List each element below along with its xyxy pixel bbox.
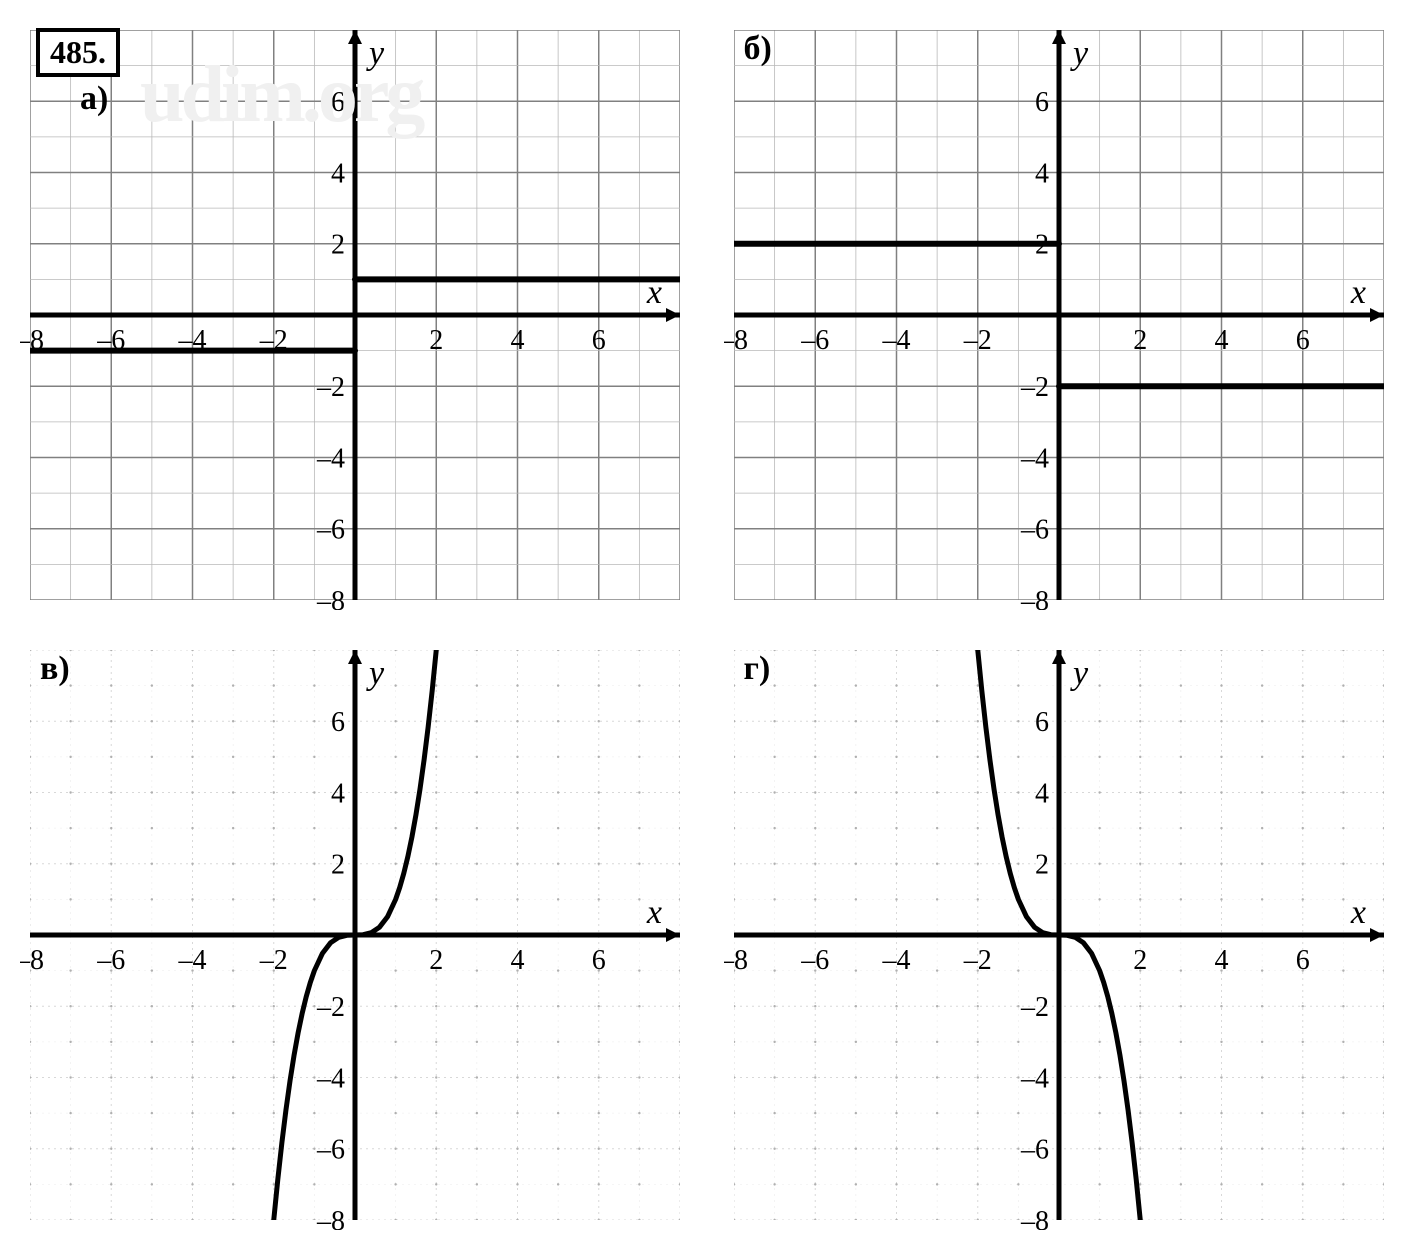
panel-label-b: б) xyxy=(744,30,772,68)
panel-b: б) –8 –6 –4 –2 2 4 6 –8 –6 –4 –2 2 4 6 x y xyxy=(724,20,1398,610)
svg-text:–6: –6 xyxy=(800,945,829,976)
svg-text:–8: –8 xyxy=(1020,586,1049,610)
svg-text:2: 2 xyxy=(1035,850,1049,881)
svg-text:–6: –6 xyxy=(1020,1135,1049,1166)
svg-text:6: 6 xyxy=(592,945,606,976)
svg-text:6: 6 xyxy=(1295,325,1309,356)
svg-text:–2: –2 xyxy=(1020,372,1049,403)
svg-text:6: 6 xyxy=(331,707,345,738)
svg-text:y: y xyxy=(366,655,385,692)
chart-grid: udim.org 485. а) –8–6–4–2246–8–6–4–2246x… xyxy=(20,20,1397,1230)
svg-text:–2: –2 xyxy=(259,945,288,976)
svg-text:4: 4 xyxy=(1214,945,1228,976)
svg-text:–8: –8 xyxy=(20,325,44,356)
svg-text:–6: –6 xyxy=(96,945,125,976)
panel-label-v: в) xyxy=(40,650,70,688)
chart-v: –8 –6 –4 –2 2 4 6 –8 –6 –4 –2 2 4 6 x y xyxy=(20,640,690,1230)
svg-text:–4: –4 xyxy=(1020,443,1049,474)
svg-text:6: 6 xyxy=(1295,945,1309,976)
svg-text:–8: –8 xyxy=(316,1206,345,1230)
svg-text:–4: –4 xyxy=(178,325,207,356)
svg-text:–8: –8 xyxy=(1020,1206,1049,1230)
svg-text:–8: –8 xyxy=(724,325,748,356)
svg-text:–6: –6 xyxy=(316,1135,345,1166)
svg-text:–2: –2 xyxy=(316,372,345,403)
svg-text:2: 2 xyxy=(1133,945,1147,976)
panel-label-g: г) xyxy=(744,650,771,688)
svg-text:2: 2 xyxy=(1035,230,1049,261)
svg-text:x: x xyxy=(1349,894,1365,931)
svg-text:2: 2 xyxy=(1133,325,1147,356)
svg-text:2: 2 xyxy=(331,230,345,261)
svg-text:4: 4 xyxy=(511,945,525,976)
svg-text:–2: –2 xyxy=(962,325,991,356)
svg-text:–2: –2 xyxy=(259,325,288,356)
panel-a: udim.org 485. а) –8–6–4–2246–8–6–4–2246x… xyxy=(20,20,694,610)
problem-number-box: 485. xyxy=(36,28,120,77)
svg-text:–6: –6 xyxy=(1020,515,1049,546)
panel-label-a: а) xyxy=(80,80,108,118)
panel-v: в) –8 –6 –4 –2 2 4 6 –8 –6 –4 –2 2 4 6 x y xyxy=(20,640,694,1230)
svg-text:x: x xyxy=(646,274,662,311)
svg-text:–6: –6 xyxy=(800,325,829,356)
panel-g: г) –8 –6 –4 –2 2 4 6 –8 –6 –4 –2 2 4 6 x y xyxy=(724,640,1398,1230)
svg-text:4: 4 xyxy=(511,325,525,356)
svg-text:4: 4 xyxy=(1214,325,1228,356)
svg-text:–2: –2 xyxy=(1020,992,1049,1023)
svg-text:y: y xyxy=(1070,35,1089,72)
svg-text:2: 2 xyxy=(331,850,345,881)
svg-text:6: 6 xyxy=(331,87,345,118)
svg-text:4: 4 xyxy=(1035,158,1049,189)
svg-text:6: 6 xyxy=(1035,707,1049,738)
svg-text:–8: –8 xyxy=(724,945,748,976)
svg-text:4: 4 xyxy=(331,778,345,809)
svg-text:–4: –4 xyxy=(316,1063,345,1094)
svg-text:y: y xyxy=(366,35,385,72)
svg-text:–8: –8 xyxy=(316,586,345,610)
svg-text:–6: –6 xyxy=(96,325,125,356)
svg-text:–4: –4 xyxy=(881,325,910,356)
svg-text:4: 4 xyxy=(331,158,345,189)
svg-text:y: y xyxy=(1070,655,1089,692)
svg-text:4: 4 xyxy=(1035,778,1049,809)
chart-a: –8 –6 –4 –2 2 4 6 –8 –6 –4 –2 2 4 6 x y xyxy=(20,20,690,610)
svg-text:2: 2 xyxy=(429,945,443,976)
svg-text:–4: –4 xyxy=(1020,1063,1049,1094)
chart-g: –8 –6 –4 –2 2 4 6 –8 –6 –4 –2 2 4 6 x y xyxy=(724,640,1394,1230)
svg-text:6: 6 xyxy=(592,325,606,356)
svg-text:2: 2 xyxy=(429,325,443,356)
svg-text:x: x xyxy=(646,894,662,931)
svg-text:–6: –6 xyxy=(316,515,345,546)
svg-text:6: 6 xyxy=(1035,87,1049,118)
svg-text:–8: –8 xyxy=(20,945,44,976)
svg-text:–4: –4 xyxy=(881,945,910,976)
svg-text:–4: –4 xyxy=(178,945,207,976)
svg-text:x: x xyxy=(1349,274,1365,311)
svg-text:–4: –4 xyxy=(316,443,345,474)
svg-text:–2: –2 xyxy=(316,992,345,1023)
chart-b: –8 –6 –4 –2 2 4 6 –8 –6 –4 –2 2 4 6 x y xyxy=(724,20,1394,610)
svg-text:–2: –2 xyxy=(962,945,991,976)
